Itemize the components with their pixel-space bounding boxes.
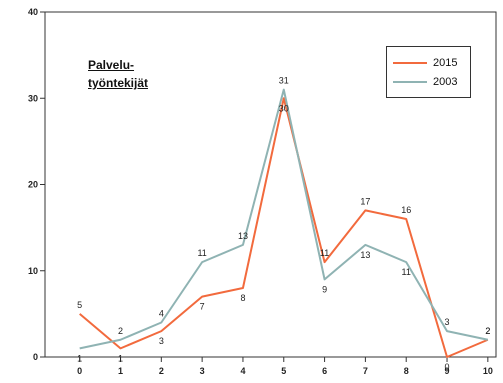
- series-line-2003: [79, 88, 489, 350]
- data-label-2003: 13: [238, 231, 248, 241]
- y-tick-label: 20: [28, 180, 38, 190]
- y-tick-label: 10: [28, 266, 38, 276]
- data-label-2003: 9: [322, 284, 327, 294]
- y-tick-label: 30: [28, 93, 38, 103]
- y-tick-label: 0: [33, 352, 38, 362]
- legend-label-2003: 2003: [433, 76, 458, 88]
- x-tick-label: 10: [483, 366, 493, 376]
- data-label-2003: 1: [77, 353, 82, 363]
- x-tick-label: 9: [445, 366, 450, 376]
- data-label-2015: 30: [279, 103, 289, 113]
- data-label-2015: 16: [401, 205, 411, 215]
- legend-item-2015: 2015: [393, 56, 457, 70]
- series-line-2015: [79, 97, 489, 358]
- legend-swatch-2015: [393, 62, 427, 64]
- x-tick-label: 0: [77, 366, 82, 376]
- data-label-2003: 13: [360, 250, 370, 260]
- x-tick-label: 5: [281, 366, 286, 376]
- data-label-2015: 2: [485, 326, 490, 336]
- data-label-2015: 11: [320, 248, 329, 258]
- x-tick-label: 4: [240, 366, 245, 376]
- x-tick-label: 6: [322, 366, 327, 376]
- data-label-2015: 8: [240, 293, 245, 303]
- x-tick-label: 7: [363, 366, 368, 376]
- x-tick-label: 1: [118, 366, 123, 376]
- legend-label-2015: 2015: [433, 57, 458, 69]
- y-tick-label: 40: [28, 7, 38, 17]
- data-label-2015: 7: [200, 302, 205, 312]
- chart-title-line-2: työntekijät: [88, 76, 149, 90]
- x-tick-label: 3: [200, 366, 205, 376]
- data-label-2015: 17: [360, 196, 370, 206]
- legend-item-2003: 2003: [393, 75, 457, 89]
- data-label-2003: 11: [402, 267, 411, 277]
- data-label-2003: 11: [197, 248, 206, 258]
- data-label-2003: 31: [279, 76, 289, 86]
- data-label-2015: 0: [445, 362, 450, 372]
- data-label-2003: 2: [485, 326, 490, 336]
- data-label-2015: 1: [118, 353, 123, 363]
- data-label-2015: 3: [159, 336, 164, 346]
- legend-swatch-2003: [393, 81, 427, 83]
- data-label-2003: 3: [445, 317, 450, 327]
- data-label-2015: 5: [77, 300, 82, 310]
- data-label-2003: 4: [159, 309, 164, 319]
- chart-legend: 2015 2003: [386, 46, 471, 98]
- data-label-2003: 2: [118, 326, 123, 336]
- x-tick-label: 8: [404, 366, 409, 376]
- x-tick-label: 2: [159, 366, 164, 376]
- chart-title-line-1: Palvelu-: [88, 58, 135, 72]
